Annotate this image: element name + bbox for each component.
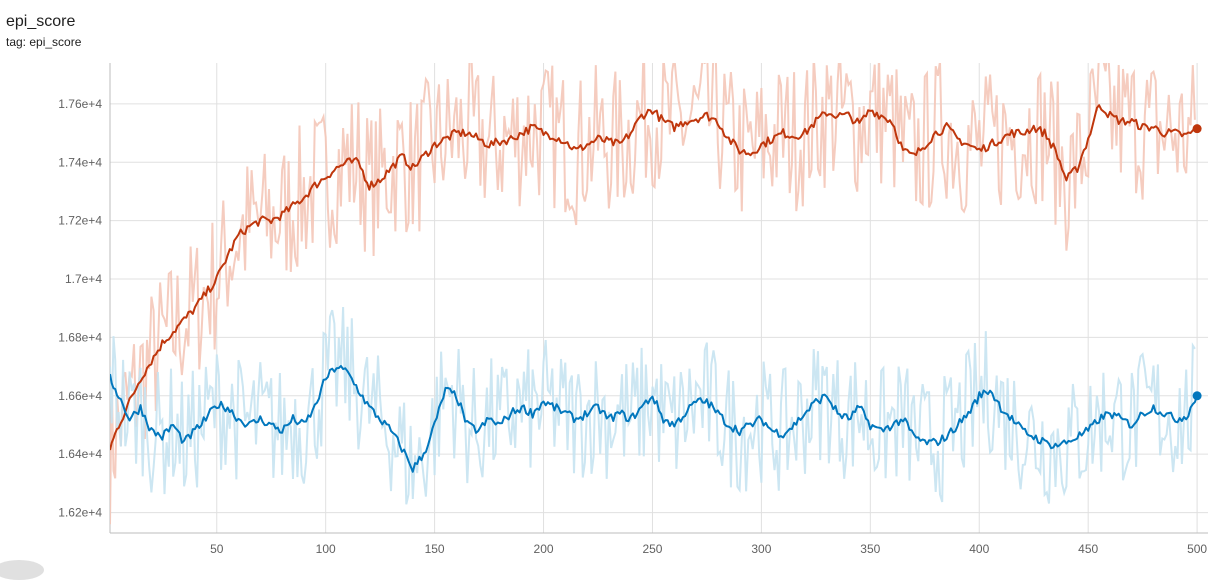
y-tick-label: 1.74e+4	[58, 155, 102, 169]
x-tick-label: 500	[1187, 542, 1207, 556]
x-tick-label: 50	[210, 542, 224, 556]
chart-subtitle: tag: epi_score	[6, 35, 82, 49]
smoothed-line-1[interactable]	[110, 365, 1199, 473]
x-tick-label: 150	[425, 542, 445, 556]
y-tick-label: 1.66e+4	[58, 389, 102, 403]
smoothed-series[interactable]	[110, 104, 1199, 473]
x-tick-label: 100	[316, 542, 336, 556]
x-tick-label: 250	[642, 542, 662, 556]
series-endpoint-1[interactable]	[1192, 391, 1202, 401]
y-tick-label: 1.68e+4	[58, 330, 102, 344]
x-tick-label: 400	[969, 542, 989, 556]
x-tick-label: 200	[534, 542, 554, 556]
series-endpoints[interactable]	[1192, 124, 1202, 401]
grid-lines	[110, 63, 1208, 533]
series-endpoint-0[interactable]	[1192, 124, 1202, 134]
y-tick-label: 1.72e+4	[58, 214, 102, 228]
raw-line-1	[110, 306, 1196, 505]
y-tick-label: 1.76e+4	[58, 97, 102, 111]
tick-labels: 50 100 150 200 250 300 350 400 450 500 1.62e+4 1.64…	[58, 97, 1207, 556]
corner-button[interactable]	[0, 560, 44, 580]
x-tick-label: 350	[860, 542, 880, 556]
chart-area[interactable]: 50 100 150 200 250 300 350 400 450 500 1.62e+4 1.64…	[0, 0, 1213, 567]
y-tick-label: 1.7e+4	[65, 272, 102, 286]
y-tick-label: 1.64e+4	[58, 447, 102, 461]
x-tick-label: 300	[751, 542, 771, 556]
x-tick-label: 450	[1078, 542, 1098, 556]
y-tick-label: 1.62e+4	[58, 506, 102, 520]
smoothed-line-0[interactable]	[110, 104, 1198, 451]
chart-title: epi_score	[6, 13, 76, 30]
